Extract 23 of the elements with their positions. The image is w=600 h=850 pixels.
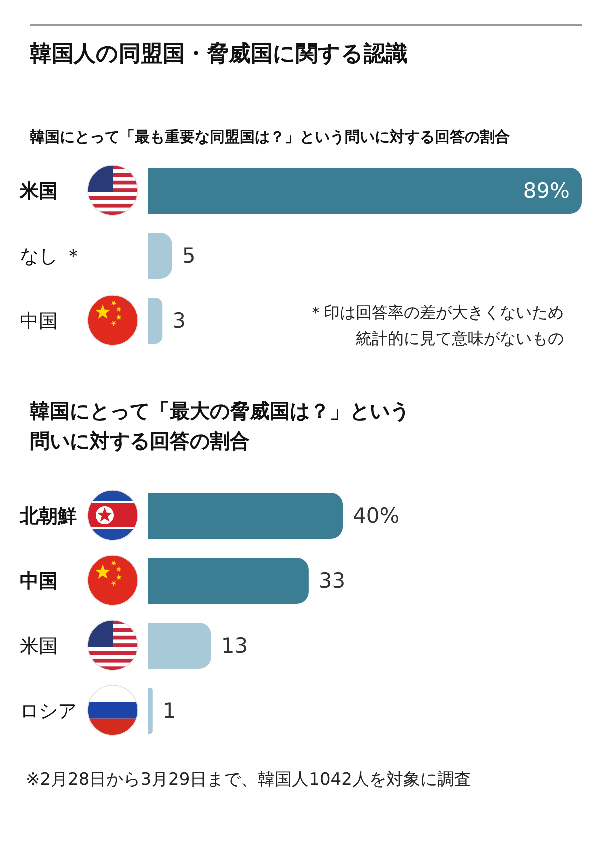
text: ※2月28日から3月29日まで、韓国人1042人を対象に調査	[26, 769, 472, 791]
bar	[148, 623, 212, 669]
bar	[148, 493, 344, 539]
data-label: 1	[162, 699, 176, 723]
chart-title: 韓国にとって「最大の脅威国は？」という問いに対する回答の割合	[30, 398, 411, 455]
y-tick-label: ロシア	[20, 700, 77, 722]
bar	[148, 558, 309, 604]
data-label: 89%	[523, 179, 570, 203]
chart-subtitle: 韓国にとって「最も重要な同盟国は？」という問いに対する回答の割合	[30, 128, 511, 147]
y-tick-label: なし ＊	[20, 246, 84, 268]
data-label: 3	[172, 309, 186, 333]
y-tick-label: 中国	[20, 310, 58, 332]
chart-title: 韓国人の同盟国・脅威国に関する認識	[30, 41, 409, 69]
annotation: ＊印は回答率の差が大きくないため統計的に見て意味がないもの	[307, 302, 564, 350]
data-label: 13	[221, 634, 248, 658]
y-tick-label: 北朝鮮	[19, 506, 77, 528]
y-tick-label: 米国	[20, 636, 58, 658]
y-tick-label: 中国	[20, 570, 58, 592]
y-tick-label: 米国	[19, 180, 58, 202]
data-label: 33	[318, 569, 346, 593]
data-label: 5	[182, 244, 196, 268]
data-label: 40%	[353, 504, 400, 528]
bar	[148, 688, 153, 734]
